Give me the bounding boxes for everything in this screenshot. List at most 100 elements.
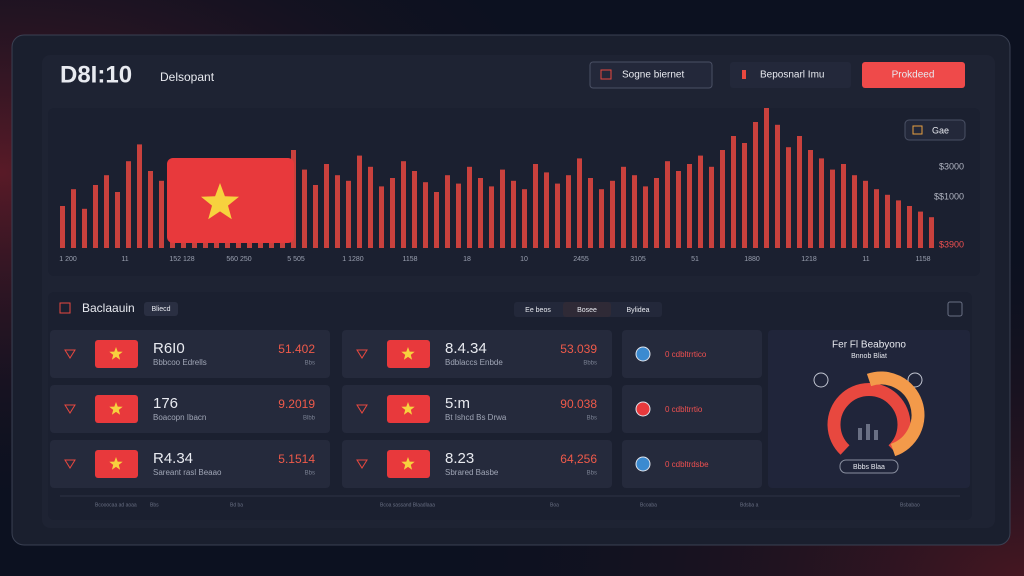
card-subtitle: Sareant rasl Beaao (153, 468, 222, 477)
summary-card (768, 330, 970, 488)
icon (356, 459, 368, 469)
card-title: R4.34 (153, 450, 193, 467)
button-label: Bbbs Blaa (853, 464, 885, 471)
bar (313, 185, 318, 248)
footer-text: Bbs (150, 502, 159, 508)
bar (731, 136, 736, 248)
flag-star (109, 347, 123, 360)
bar (423, 182, 428, 248)
x-label: 1880 (744, 256, 760, 263)
gauge (827, 383, 911, 455)
bar (302, 169, 307, 248)
summary-title: Fer Fl Beabyono (832, 340, 906, 351)
bar (709, 166, 714, 248)
footer-text: Bd ba (230, 502, 243, 508)
bar (566, 175, 571, 248)
bar (533, 164, 538, 248)
card-value: 53.039 (560, 342, 597, 356)
bar (830, 169, 835, 248)
bar (687, 164, 692, 248)
bar (71, 189, 76, 248)
bar (335, 175, 340, 248)
flag-star (401, 402, 415, 415)
x-label: 1 200 (59, 256, 77, 263)
bar (808, 150, 813, 248)
bar (357, 155, 362, 248)
gauge-bar (874, 430, 878, 440)
card-subtitle: Bbbcoo Edrells (153, 358, 207, 367)
tab-active[interactable] (563, 302, 611, 317)
bar (720, 150, 725, 248)
logo: D8I:10 (60, 61, 132, 88)
icon (59, 302, 71, 314)
bar (896, 200, 901, 248)
bar (885, 194, 890, 248)
tab[interactable]: Bylidea (627, 307, 650, 314)
contact-card (622, 440, 762, 488)
bar (929, 217, 934, 248)
button-label: Sogne biernet (622, 70, 684, 81)
flag-star (401, 347, 415, 360)
bar (489, 186, 494, 248)
bar (852, 175, 857, 248)
card-subtitle: Boacopn Ibacn (153, 413, 206, 422)
tag-label: Bliecd (151, 306, 170, 313)
bar (577, 158, 582, 248)
button[interactable] (862, 62, 965, 88)
bar (412, 171, 417, 248)
x-label: 1 1280 (342, 256, 364, 263)
card-note: Bbs (587, 471, 597, 477)
bar (324, 164, 329, 248)
bar (643, 186, 648, 248)
y-label: $3000 (939, 161, 964, 171)
button-label: Beposnarl Imu (760, 70, 824, 81)
bar (907, 206, 912, 248)
bar (632, 175, 637, 248)
card-note: Bbbs (583, 361, 597, 367)
icon (907, 372, 923, 388)
button[interactable] (730, 62, 851, 88)
icon (742, 70, 746, 79)
contact-label: 0 cdbltrrtio (665, 405, 703, 414)
icon-button[interactable] (947, 301, 963, 317)
bar (797, 136, 802, 248)
flag-star (401, 457, 415, 470)
x-label: 560 250 (226, 256, 251, 263)
icon (912, 125, 923, 135)
bar (148, 171, 153, 248)
bar (434, 192, 439, 248)
button[interactable] (589, 61, 713, 89)
avatar (635, 346, 651, 362)
icon (64, 404, 76, 414)
tab[interactable]: Ee beos (525, 307, 551, 314)
button-label: Prokdeed (892, 70, 935, 81)
bar (621, 166, 626, 248)
card-title: 176 (153, 395, 178, 412)
bar (445, 175, 450, 248)
flag-star (109, 402, 123, 415)
bar (764, 108, 769, 248)
avatar (635, 401, 651, 417)
contact-label: 0 cdbltrdsbe (665, 460, 709, 469)
x-label: 1218 (801, 256, 817, 263)
avatar (635, 456, 651, 472)
card-note: Bbs (305, 361, 315, 367)
button[interactable] (839, 459, 899, 474)
flag-star (201, 183, 239, 220)
card-title: 5:m (445, 395, 470, 412)
bar (698, 155, 703, 248)
tab[interactable]: Bosee (577, 307, 597, 314)
footer-text: Bcoa sassand Blaadlaaa (380, 502, 435, 508)
logo-subtitle: Delsopant (160, 70, 215, 84)
bar (115, 192, 120, 248)
bar (775, 124, 780, 248)
card-note: Bbs (305, 471, 315, 477)
bar (588, 178, 593, 248)
x-label: 51 (691, 256, 699, 263)
bar (346, 180, 351, 248)
button[interactable] (904, 119, 966, 141)
bar (753, 122, 758, 248)
bar (841, 164, 846, 248)
bar (654, 178, 659, 248)
